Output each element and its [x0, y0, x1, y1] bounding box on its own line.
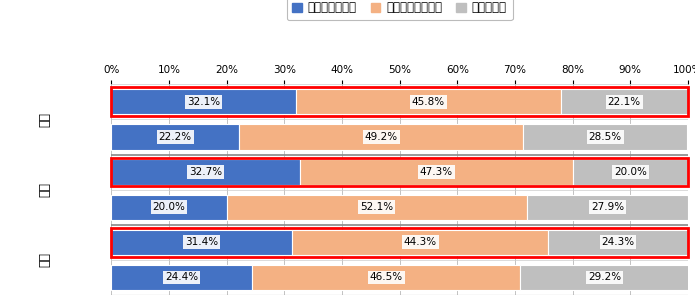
- Text: 全体: 全体: [38, 112, 51, 127]
- Bar: [300, 160, 573, 185]
- Text: 52.1%: 52.1%: [360, 202, 393, 212]
- Text: 29.2%: 29.2%: [588, 272, 621, 282]
- Text: 27.9%: 27.9%: [591, 202, 624, 212]
- Bar: [548, 230, 688, 255]
- Text: 24.4%: 24.4%: [165, 272, 198, 282]
- Bar: [527, 194, 688, 220]
- Text: 49.2%: 49.2%: [365, 132, 398, 142]
- Text: 32.1%: 32.1%: [187, 97, 220, 107]
- Legend: 取り組んでいる, 取り組んでいない, わからない: 取り組んでいる, 取り組んでいない, わからない: [286, 0, 513, 20]
- Text: 女性: 女性: [38, 252, 51, 267]
- Bar: [227, 194, 527, 220]
- Bar: [523, 124, 687, 150]
- Bar: [111, 124, 239, 150]
- Text: 47.3%: 47.3%: [420, 167, 453, 177]
- Bar: [111, 89, 296, 114]
- Text: 20.0%: 20.0%: [614, 167, 647, 177]
- Bar: [293, 230, 548, 255]
- Text: 22.2%: 22.2%: [158, 132, 192, 142]
- Text: 31.4%: 31.4%: [185, 237, 218, 247]
- Bar: [111, 160, 300, 185]
- Bar: [561, 89, 688, 114]
- Bar: [252, 265, 520, 290]
- Bar: [520, 265, 689, 290]
- Bar: [573, 160, 688, 185]
- Text: 男性: 男性: [38, 182, 51, 197]
- Text: 44.3%: 44.3%: [404, 237, 436, 247]
- Bar: [239, 124, 523, 150]
- Text: 20.0%: 20.0%: [152, 202, 186, 212]
- Text: 24.3%: 24.3%: [601, 237, 635, 247]
- Bar: [296, 89, 561, 114]
- Text: 28.5%: 28.5%: [589, 132, 622, 142]
- Bar: [111, 230, 293, 255]
- Bar: [111, 265, 252, 290]
- Bar: [111, 194, 227, 220]
- Text: 22.1%: 22.1%: [607, 97, 641, 107]
- Text: 32.7%: 32.7%: [189, 167, 222, 177]
- Text: 45.8%: 45.8%: [412, 97, 445, 107]
- Text: 46.5%: 46.5%: [370, 272, 402, 282]
